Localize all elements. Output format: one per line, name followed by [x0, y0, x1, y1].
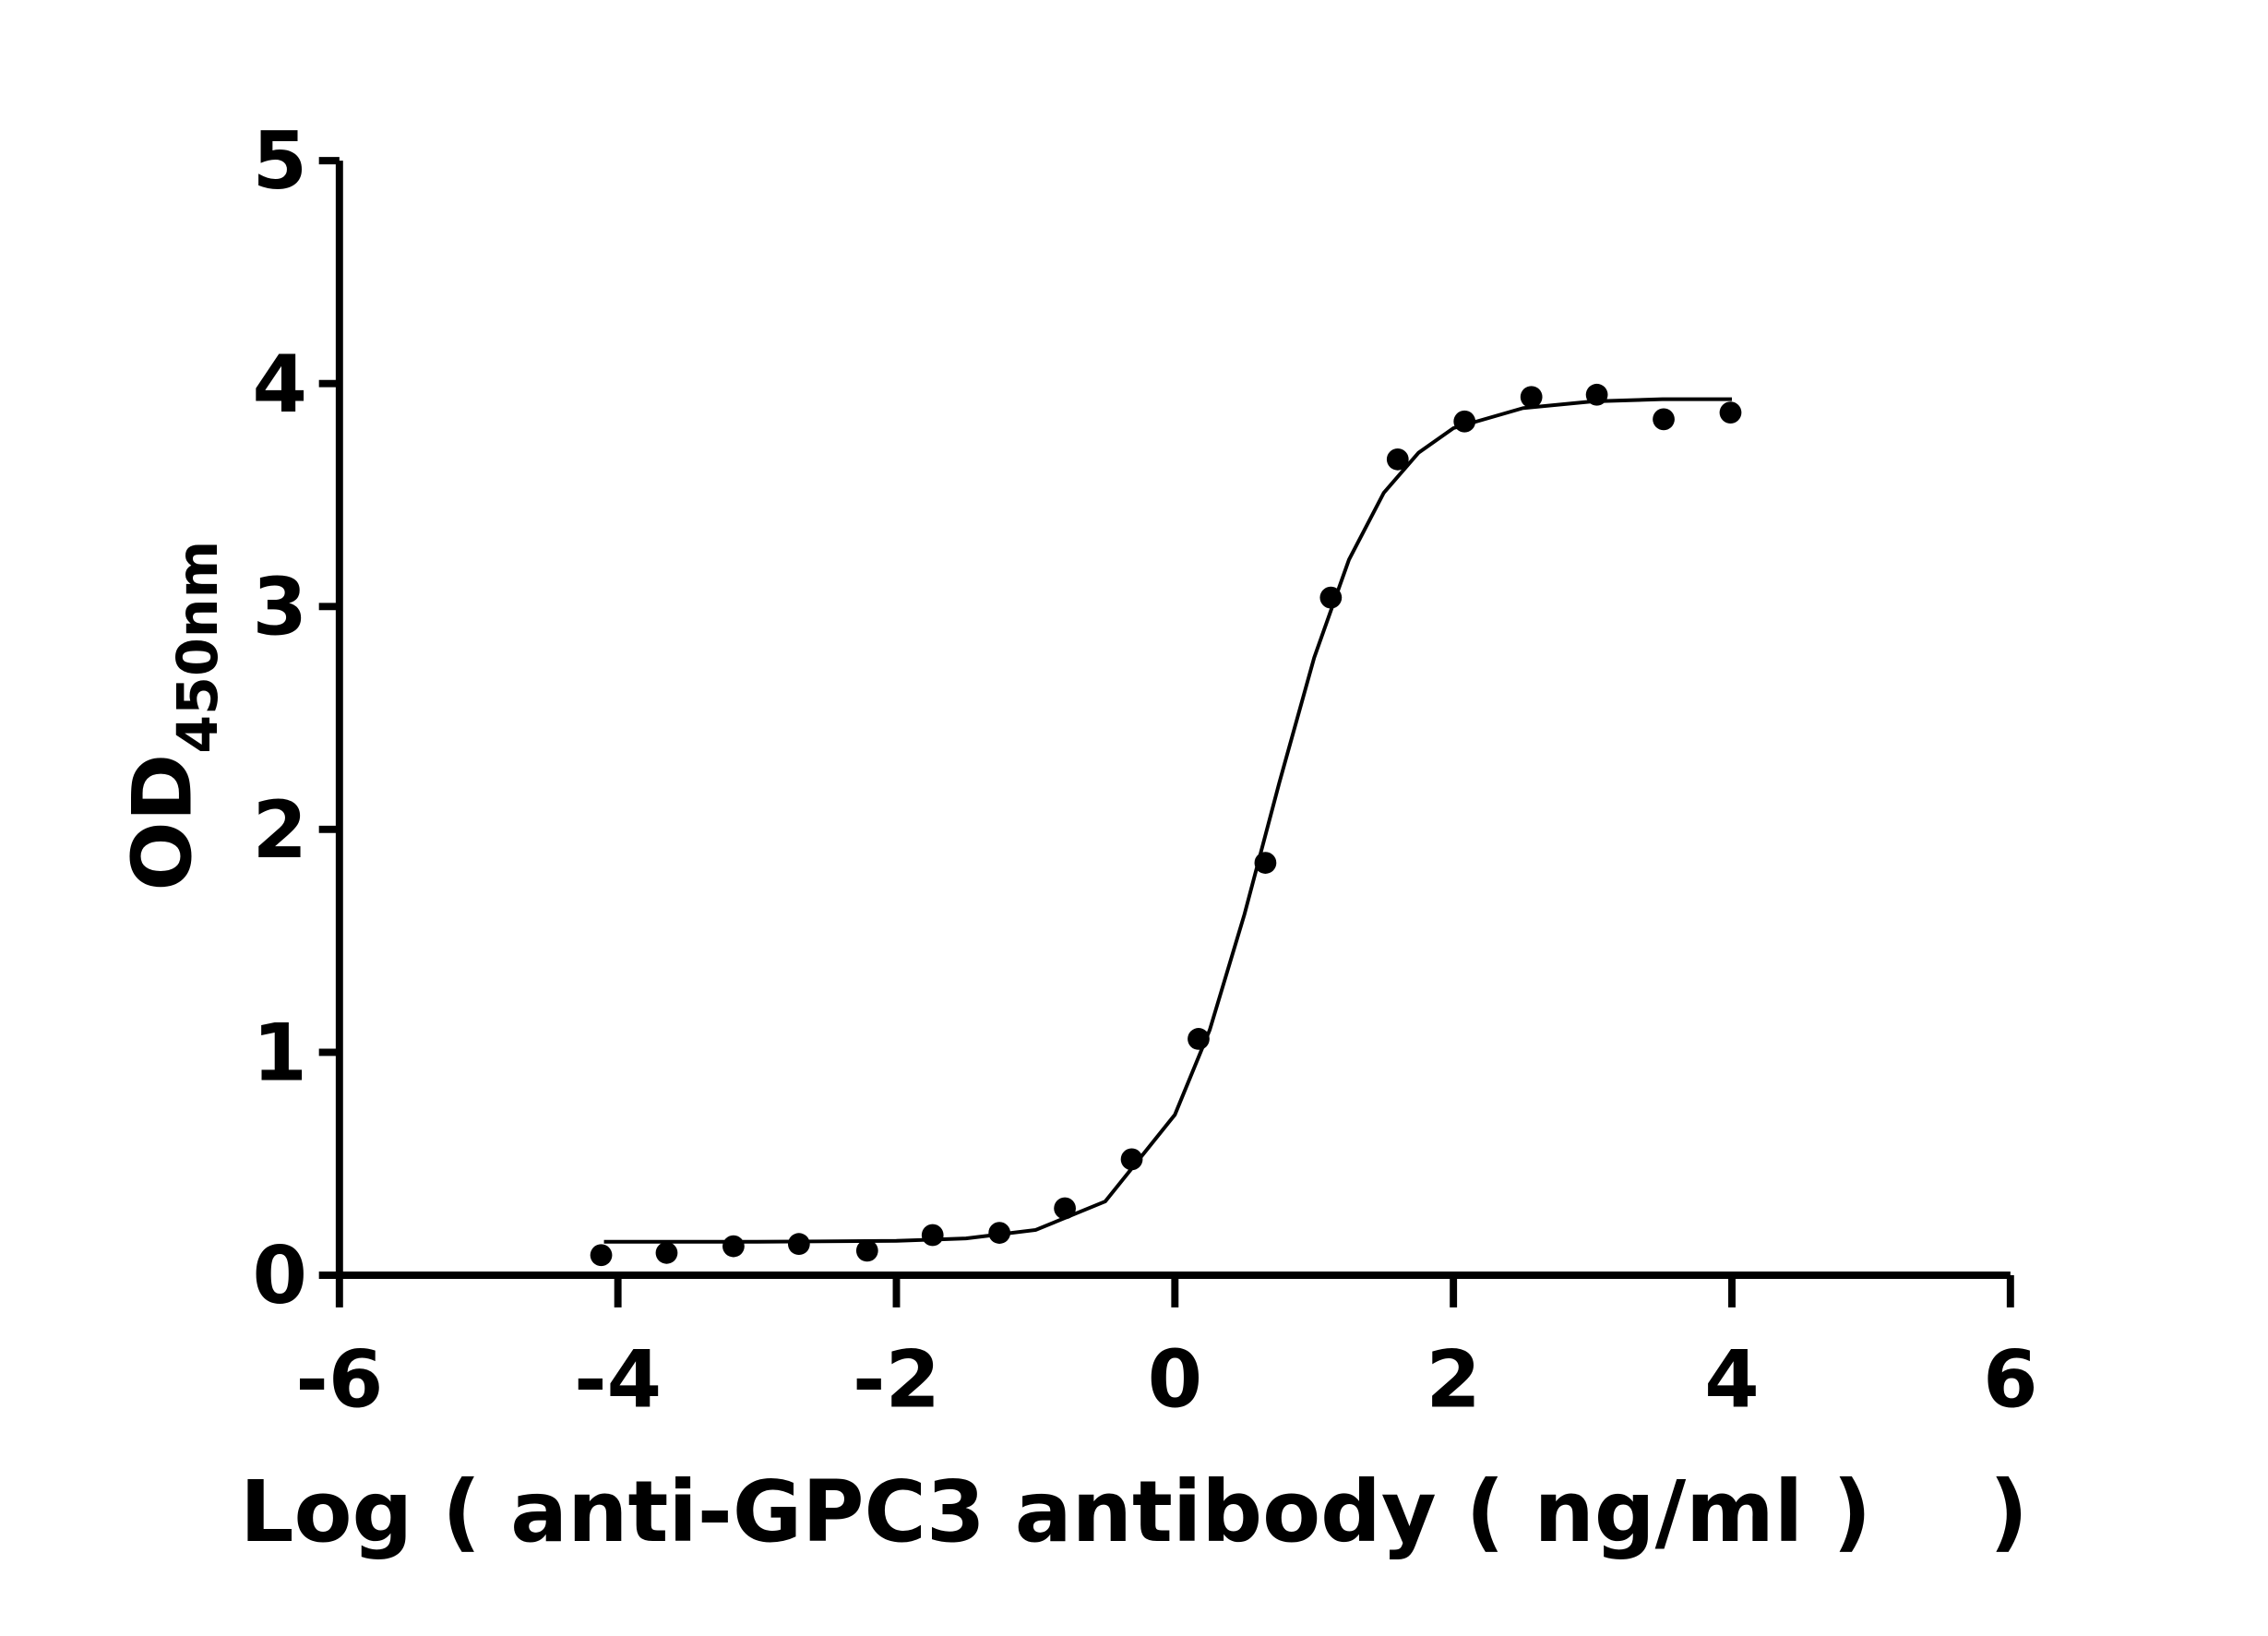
data-point	[1319, 586, 1343, 609]
y-tick-label: 4	[253, 340, 307, 431]
y-tick-label: 3	[253, 562, 307, 653]
fit-curve	[603, 397, 1732, 1244]
data-point	[1453, 410, 1476, 433]
x-axis-label: Log ( anti-GPC3 antibody ( ng/ml ) )	[240, 1463, 2028, 1561]
data-point	[1719, 401, 1742, 424]
data-point	[1386, 448, 1409, 471]
y-label-main: OD	[114, 754, 209, 891]
y-tick-label: 0	[253, 1231, 307, 1322]
y-tick-label: 5	[253, 116, 307, 208]
data-point	[1054, 1197, 1076, 1220]
data-point	[1188, 1028, 1210, 1050]
y-tick-label: 2	[253, 785, 307, 877]
data-point	[1520, 386, 1543, 409]
data-point	[921, 1224, 944, 1247]
x-tick-label: -2	[853, 1334, 940, 1426]
x-tick-label: 4	[1704, 1334, 1759, 1426]
data-point	[590, 1244, 613, 1267]
y-axis-label-text: OD450nm	[114, 541, 230, 891]
data-point	[1254, 852, 1277, 874]
y-axis-label: OD450nm	[114, 541, 230, 891]
data-point	[855, 1239, 878, 1262]
x-tick-label: 2	[1426, 1334, 1480, 1426]
data-point	[1653, 408, 1675, 431]
data-point	[1585, 383, 1608, 406]
x-tick-label: 0	[1148, 1334, 1202, 1426]
data-point	[787, 1233, 810, 1256]
x-tick-label: -4	[574, 1334, 662, 1426]
y-label-subscript: 450nm	[166, 541, 231, 754]
data-point	[655, 1241, 678, 1264]
y-tick-label: 1	[253, 1008, 307, 1099]
data-point	[722, 1235, 745, 1258]
x-tick-label: -6	[295, 1334, 383, 1426]
x-tick-label: 6	[1983, 1334, 2037, 1426]
data-point	[1120, 1148, 1143, 1171]
data-point	[988, 1222, 1011, 1244]
